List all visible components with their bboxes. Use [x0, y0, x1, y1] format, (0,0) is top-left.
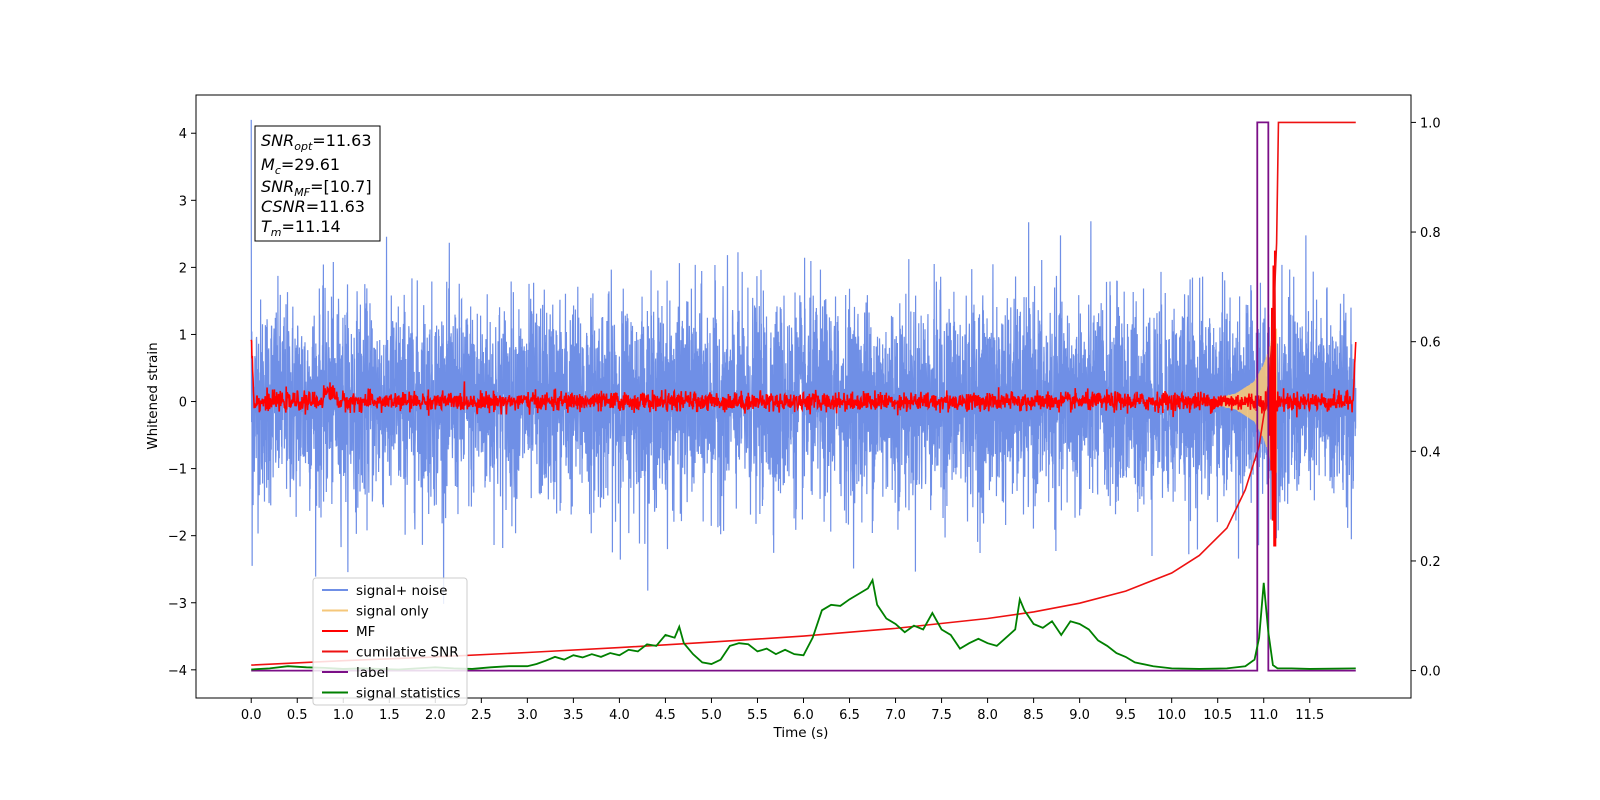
series-cumulative-snr — [251, 121, 1356, 666]
legend-label: signal+ noise — [356, 583, 447, 599]
legend-box — [312, 577, 468, 706]
y-tick-label: −2 — [168, 530, 187, 545]
stats-tm: Tm=11.14 — [261, 217, 341, 239]
y2-tick-label: 0.4 — [1420, 445, 1441, 460]
x-tick-label: 6.5 — [839, 708, 860, 723]
y2-tick-label: 0.0 — [1420, 665, 1441, 680]
legend-label: MF — [356, 624, 375, 640]
y-tick-label: 2 — [179, 261, 187, 276]
x-tick-label: 4.5 — [655, 708, 676, 723]
y-axis-left: 4 3 2 1 0 −1 −2 −3 −4 — [168, 127, 196, 679]
stats-csnr: CSNR=11.63 — [261, 197, 365, 216]
y-tick-label: 0 — [179, 396, 187, 411]
x-tick-label: 1.0 — [333, 708, 354, 723]
y2-tick-label: 0.8 — [1420, 226, 1441, 241]
series-label — [251, 121, 1356, 672]
x-tick-label: 7.0 — [885, 708, 906, 723]
legend-item: MF — [322, 624, 375, 640]
legend-item: label — [322, 665, 389, 681]
x-tick-label: 0.0 — [241, 708, 262, 723]
legend-label: signal statistics — [356, 686, 460, 702]
x-axis: 0.0 0.5 1.0 1.5 2.0 2.5 3.0 3.5 4.0 4.5 5.0 5.5 6.0 6… — [241, 698, 1324, 723]
x-tick-label: 2.0 — [425, 708, 446, 723]
stats-mc: Mc=29.61 — [261, 155, 340, 177]
x-tick-label: 10.5 — [1203, 708, 1232, 723]
y-tick-label: 3 — [179, 194, 187, 209]
legend-label: cumilative SNR — [356, 645, 459, 661]
series-signal-statistics — [251, 577, 1356, 671]
y2-tick-label: 0.2 — [1420, 555, 1441, 570]
x-tick-label: 9.5 — [1115, 708, 1136, 723]
x-tick-label: 5.0 — [701, 708, 722, 723]
legend-item: signal only — [322, 604, 429, 620]
legend: signal+ noise signal only MF cumilative SNR… — [312, 577, 468, 706]
y-axis-label: Whitened strain — [145, 342, 161, 449]
x-tick-label: 11.5 — [1295, 708, 1324, 723]
x-tick-label: 8.5 — [1023, 708, 1044, 723]
x-tick-label: 5.5 — [747, 708, 768, 723]
y-tick-label: 4 — [179, 127, 187, 142]
y-tick-label: −3 — [168, 597, 187, 612]
x-tick-label: 10.0 — [1157, 708, 1186, 723]
legend-label: signal only — [356, 604, 429, 620]
legend-label: label — [356, 665, 389, 681]
y2-tick-label: 0.6 — [1420, 336, 1441, 351]
x-tick-label: 2.5 — [471, 708, 492, 723]
y-tick-label: −4 — [168, 664, 187, 679]
series-mf — [250, 250, 1357, 547]
series-signal-noise — [250, 119, 1357, 604]
y-axis-right: 1.0 0.8 0.6 0.4 0.2 0.0 — [1411, 116, 1441, 680]
x-axis-label: Time (s) — [773, 725, 829, 741]
x-tick-label: 0.5 — [287, 708, 308, 723]
y-tick-label: −1 — [168, 463, 187, 478]
stats-box: SNRopt=11.63 Mc=29.61 SNRMF=[10.7] CSNR=… — [254, 125, 381, 242]
x-tick-label: 7.5 — [931, 708, 952, 723]
y-tick-label: 1 — [179, 328, 187, 343]
x-tick-label: 4.0 — [609, 708, 630, 723]
x-tick-label: 3.5 — [563, 708, 584, 723]
x-tick-label: 1.5 — [379, 708, 400, 723]
legend-item: signal+ noise — [322, 583, 447, 599]
stats-snr-opt: SNRopt=11.63 — [261, 131, 372, 153]
stats-snr-mf: SNRMF=[10.7] — [261, 177, 372, 199]
x-tick-label: 11.0 — [1249, 708, 1278, 723]
x-tick-label: 6.0 — [793, 708, 814, 723]
series-layer — [250, 119, 1357, 672]
x-tick-label: 3.0 — [517, 708, 538, 723]
x-tick-label: 9.0 — [1069, 708, 1090, 723]
x-tick-label: 8.0 — [977, 708, 998, 723]
y2-tick-label: 1.0 — [1420, 116, 1441, 131]
legend-item: signal statistics — [322, 686, 460, 702]
legend-item: cumilative SNR — [322, 645, 459, 661]
